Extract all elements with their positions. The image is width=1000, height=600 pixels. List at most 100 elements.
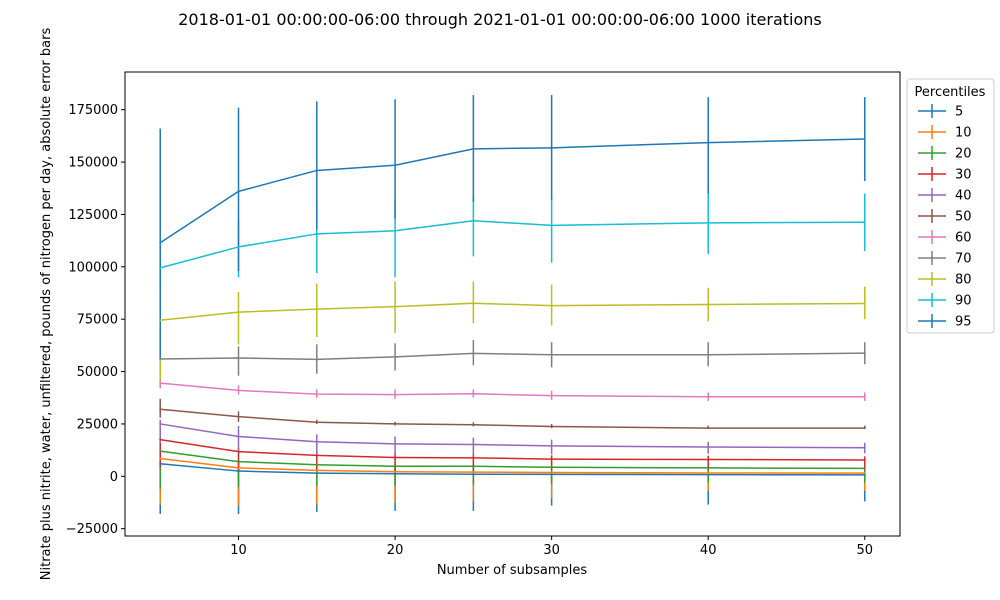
plot-frame — [124, 71, 901, 537]
data-point-series-95-x-10 — [237, 190, 240, 193]
data-point-series-40-x-50 — [863, 446, 866, 449]
legend-item-30: 30 — [918, 167, 972, 183]
data-point-series-40-x-5 — [159, 422, 162, 425]
data-point-series-5-x-10 — [237, 470, 240, 473]
series-lines-layer — [159, 138, 866, 476]
data-point-series-5-x-40 — [707, 473, 710, 476]
data-point-series-60-x-10 — [237, 389, 240, 392]
series-line-70 — [160, 352, 865, 361]
data-point-series-70-x-25 — [472, 352, 475, 355]
legend-item-10: 10 — [918, 125, 972, 141]
y-tick-label: 150000 — [68, 156, 118, 171]
data-point-series-30-x-20 — [394, 456, 397, 459]
legend-label: 80 — [955, 273, 972, 288]
data-point-series-5-x-50 — [863, 473, 866, 476]
series-line-20 — [160, 450, 865, 470]
series-line-30 — [160, 438, 865, 461]
y-axis: −25000 0 25000 50000 75000 100000 125000 150000… — [66, 103, 125, 537]
legend-label: 70 — [955, 252, 972, 267]
series-line-90 — [160, 219, 865, 269]
data-point-series-80-x-15 — [315, 308, 318, 311]
legend-label: 10 — [955, 126, 972, 141]
data-point-series-80-x-5 — [159, 319, 162, 322]
series-line-95 — [159, 138, 865, 244]
data-point-series-20-x-50 — [863, 467, 866, 470]
data-point-series-70-x-10 — [237, 356, 240, 359]
data-point-series-10-x-15 — [315, 469, 318, 472]
legend-item-95: 95 — [918, 314, 972, 330]
legend-label: 5 — [955, 105, 963, 120]
data-point-series-80-x-25 — [472, 302, 475, 305]
data-point-series-20-x-25 — [472, 465, 475, 468]
y-tick-label: 0 — [110, 470, 118, 485]
data-point-series-90-x-40 — [707, 221, 710, 224]
legend-label: 30 — [955, 168, 972, 183]
data-point-series-10-x-30 — [550, 471, 553, 474]
data-point-series-60-x-50 — [863, 395, 866, 398]
data-point-series-90-x-15 — [315, 232, 318, 235]
chart-title: 2018-01-01 00:00:00-06:00 through 2021-0… — [178, 10, 821, 29]
data-point-series-90-x-20 — [394, 229, 397, 232]
data-point-series-20-x-30 — [550, 466, 553, 469]
data-point-series-70-x-15 — [315, 358, 318, 361]
y-tick-label: −25000 — [66, 522, 118, 537]
legend-label: 50 — [955, 210, 972, 225]
data-point-series-90-x-5 — [159, 266, 162, 269]
data-point-series-90-x-25 — [472, 219, 475, 222]
y-tick-label: 75000 — [77, 313, 118, 328]
data-point-series-95-x-25 — [472, 147, 475, 150]
data-point-series-40-x-20 — [394, 442, 397, 445]
legend-item-40: 40 — [918, 188, 972, 204]
data-point-series-50-x-20 — [394, 422, 397, 425]
data-point-series-5-x-5 — [159, 462, 162, 465]
data-point-series-20-x-5 — [159, 450, 162, 453]
data-point-series-90-x-10 — [237, 245, 240, 248]
data-point-series-30-x-10 — [237, 450, 240, 453]
x-tick-label: 50 — [856, 543, 873, 558]
data-point-series-95-x-5 — [159, 241, 162, 244]
data-point-series-10-x-40 — [707, 471, 710, 474]
y-tick-label: 25000 — [77, 417, 118, 432]
data-point-series-80-x-20 — [394, 305, 397, 308]
data-point-series-60-x-25 — [472, 392, 475, 395]
y-tick-label: 175000 — [68, 103, 118, 118]
legend-item-20: 20 — [918, 146, 972, 162]
data-point-series-95-x-30 — [550, 146, 553, 149]
data-point-series-50-x-15 — [315, 421, 318, 424]
y-tick-label: 100000 — [68, 260, 118, 275]
data-point-series-30-x-5 — [159, 438, 162, 441]
data-point-series-70-x-5 — [159, 357, 162, 360]
data-point-series-70-x-50 — [863, 352, 866, 355]
data-point-series-40-x-40 — [707, 445, 710, 448]
data-point-series-95-x-40 — [707, 141, 710, 144]
data-point-series-10-x-5 — [159, 457, 162, 460]
x-tick-label: 20 — [387, 543, 404, 558]
data-point-series-80-x-40 — [707, 303, 710, 306]
series-line-5 — [160, 462, 865, 476]
data-point-series-30-x-50 — [863, 458, 866, 461]
y-tick-label: 50000 — [77, 365, 118, 380]
data-point-series-50-x-25 — [472, 423, 475, 426]
x-tick-label: 40 — [700, 543, 717, 558]
data-point-series-70-x-30 — [550, 353, 553, 356]
data-point-series-10-x-50 — [863, 472, 866, 475]
data-point-series-60-x-30 — [550, 394, 553, 397]
data-point-series-60-x-40 — [707, 395, 710, 398]
legend-frame — [906, 78, 995, 334]
legend-item-70: 70 — [918, 251, 972, 267]
data-point-series-50-x-40 — [707, 427, 710, 430]
data-point-series-20-x-15 — [315, 463, 318, 466]
y-tick-label: 125000 — [68, 208, 118, 223]
data-point-series-50-x-50 — [863, 427, 866, 430]
data-point-series-90-x-30 — [550, 224, 553, 227]
legend: Percentiles 5 10 20 30 40 50 60 70 80 90 95 — [906, 78, 995, 334]
data-point-series-40-x-30 — [550, 444, 553, 447]
legend-items: 5 10 20 30 40 50 60 70 80 90 95 — [918, 104, 972, 330]
data-point-series-60-x-5 — [159, 382, 162, 385]
legend-item-50: 50 — [918, 209, 972, 225]
legend-title: Percentiles — [915, 85, 986, 100]
data-point-series-20-x-20 — [394, 465, 397, 468]
data-point-series-60-x-20 — [394, 393, 397, 396]
data-point-series-50-x-5 — [159, 408, 162, 411]
